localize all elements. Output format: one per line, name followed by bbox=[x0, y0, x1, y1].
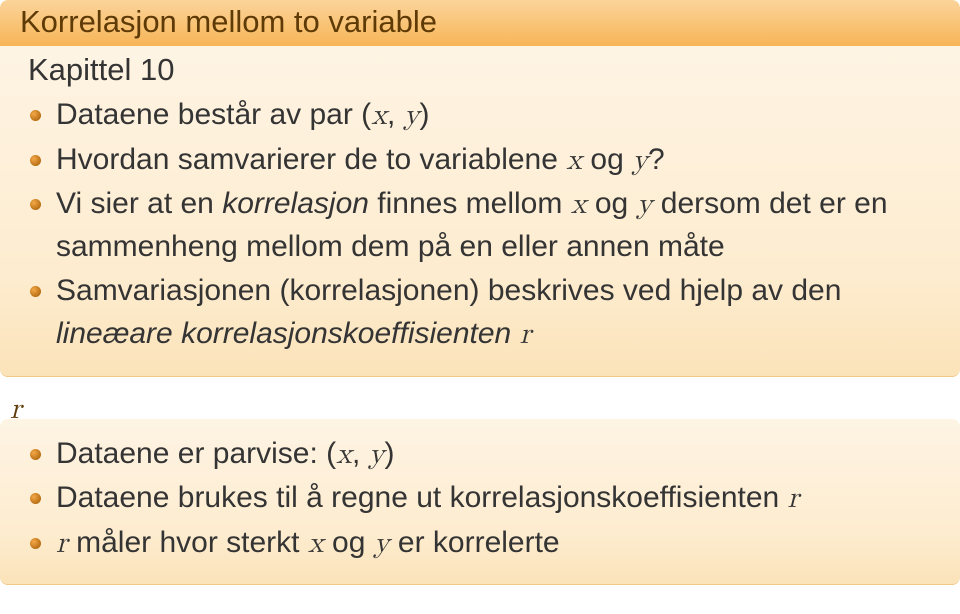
list-item: r måler hvor sterkt x og y er korrelerte bbox=[56, 522, 940, 565]
var-y: y bbox=[632, 145, 648, 175]
var-y: y bbox=[404, 100, 420, 130]
em-korrelasjon: korrelasjon bbox=[222, 187, 369, 220]
block-correlation: Korrelasjon mellom to variable Kapittel … bbox=[0, 0, 960, 377]
list-item: Samvariasjonen (korrelasjonen) beskrives… bbox=[56, 270, 940, 355]
subtitle: Kapittel 10 bbox=[28, 52, 940, 88]
bullet-list-1: Dataene består av par (x, y) Hvordan sam… bbox=[28, 94, 940, 356]
list-item: Hvordan samvarierer de to variablene x o… bbox=[56, 139, 940, 182]
var-y: y bbox=[369, 439, 385, 469]
var-r: r bbox=[788, 483, 800, 513]
var-x: x bbox=[566, 145, 582, 175]
list-item: Vi sier at en korrelasjon finnes mellom … bbox=[56, 183, 940, 268]
var-x: x bbox=[308, 528, 324, 558]
var-x: x bbox=[336, 439, 352, 469]
list-item: Dataene består av par (x, y) bbox=[56, 94, 940, 137]
var-y: y bbox=[374, 528, 390, 558]
var-r: r bbox=[56, 528, 68, 558]
block-r-body: Dataene er parvise: (x, y) Dataene bruke… bbox=[0, 419, 960, 586]
bullet-list-2: Dataene er parvise: (x, y) Dataene bruke… bbox=[28, 433, 940, 565]
em-koeff: lineæare korrelasjonskoeffisienten bbox=[56, 317, 511, 350]
list-item: Dataene er parvise: (x, y) bbox=[56, 433, 940, 476]
var-y: y bbox=[637, 189, 653, 219]
block-r-label: r bbox=[10, 391, 22, 427]
block-body: Kapittel 10 Dataene består av par (x, y)… bbox=[0, 46, 960, 377]
block-title: Korrelasjon mellom to variable bbox=[0, 0, 960, 46]
var-x: x bbox=[371, 100, 387, 130]
block-r: r Dataene er parvise: (x, y) Dataene bru… bbox=[0, 419, 960, 586]
var-x: x bbox=[571, 189, 587, 219]
list-item: Dataene brukes til å regne ut korrelasjo… bbox=[56, 477, 940, 520]
var-r: r bbox=[520, 319, 532, 349]
